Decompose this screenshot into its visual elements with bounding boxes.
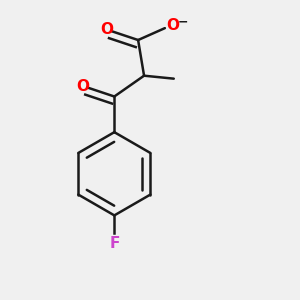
Text: F: F [109,236,119,251]
Text: O: O [76,79,90,94]
Text: O: O [100,22,113,37]
Text: O: O [166,18,179,33]
Text: −: − [177,15,188,28]
